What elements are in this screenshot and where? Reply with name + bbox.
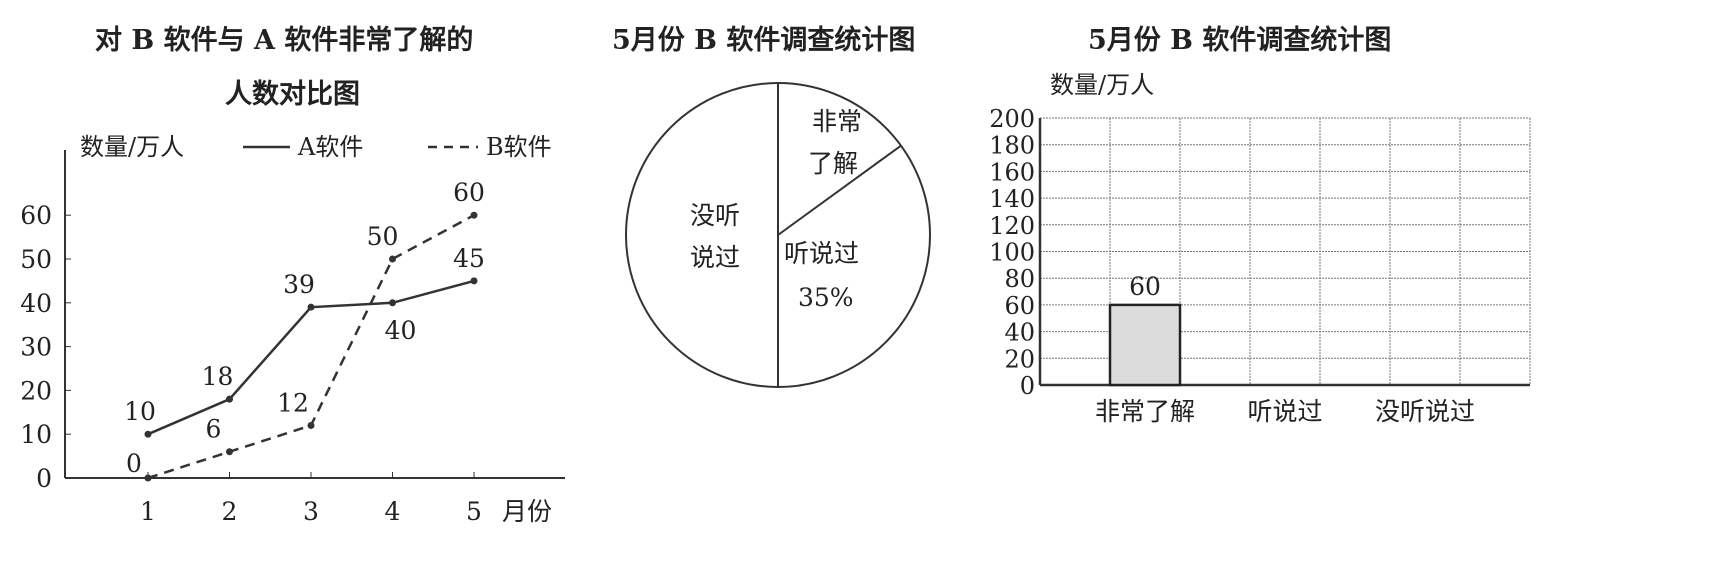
y-tick-label: 0 — [36, 464, 52, 493]
pie-slice-boundary — [777, 144, 902, 236]
y-tick-label: 30 — [20, 333, 52, 362]
y-axis-label: 数量/万人 — [80, 133, 184, 161]
bar-y-tick-label: 100 — [989, 239, 1035, 267]
bar-category-label: 没听说过 — [1375, 397, 1475, 426]
pie-label-never-heard-2: 说过 — [690, 243, 740, 272]
data-label: 45 — [453, 244, 485, 273]
line-series-b — [147, 214, 475, 480]
bar-y-tick-label: 40 — [1004, 319, 1035, 347]
legend-b-label: B软件 — [486, 133, 552, 161]
data-point — [307, 303, 315, 311]
bar-y-tick-label: 20 — [1004, 345, 1035, 373]
y-tick-label: 60 — [20, 201, 52, 230]
pie-label-very-familiar-2: 了解 — [808, 149, 858, 178]
bar-y-tick-label: 60 — [1004, 292, 1035, 320]
legend-a-label: A软件 — [297, 133, 363, 161]
x-tick-label: 1 — [140, 497, 156, 526]
bar-y-tick-label: 160 — [989, 158, 1035, 186]
bar-y-tick-label: 180 — [989, 132, 1035, 160]
pie-label-heard: 听说过 — [784, 239, 859, 268]
data-label: 6 — [206, 415, 222, 444]
y-tick-label: 10 — [20, 420, 52, 449]
data-point — [470, 211, 478, 219]
data-point — [389, 255, 396, 263]
bar-category-label: 非常了解 — [1095, 397, 1195, 426]
data-label: 10 — [124, 397, 156, 426]
data-label: 60 — [453, 178, 485, 207]
y-tick-label: 40 — [20, 289, 52, 318]
bar — [1108, 303, 1182, 387]
bar-y-tick-label: 200 — [989, 105, 1035, 133]
bar-category-label: 听说过 — [1247, 397, 1322, 426]
bar-y-tick-label: 120 — [989, 212, 1035, 240]
data-label: 18 — [202, 362, 234, 391]
x-tick-label: 4 — [385, 497, 401, 526]
data-label: 50 — [367, 222, 399, 251]
data-point — [307, 421, 315, 429]
bar-data-label: 60 — [1129, 272, 1161, 301]
data-point — [226, 448, 233, 456]
data-label: 12 — [277, 388, 309, 417]
pie-value-heard: 35% — [798, 283, 854, 312]
data-point — [226, 395, 233, 403]
bar-y-tick-label: 0 — [1020, 372, 1035, 400]
data-point — [144, 430, 152, 438]
bar-y-tick-label: 140 — [989, 185, 1035, 213]
data-label: 40 — [385, 316, 417, 345]
pie-label-never-heard: 没听 — [690, 201, 740, 230]
y-tick-label: 50 — [20, 245, 52, 274]
x-tick-label: 2 — [222, 497, 238, 526]
bar-y-tick-label: 80 — [1004, 265, 1035, 293]
pie-chart-title: 5月份 B 软件调查统计图 — [612, 25, 916, 56]
pie-label-very-familiar: 非常 — [812, 107, 862, 136]
line-chart-title-1: 对 B 软件与 A 软件非常了解的 — [95, 25, 474, 56]
line-chart-title-2: 人数对比图 — [225, 79, 360, 110]
bar-chart-title: 5月份 B 软件调查统计图 — [1088, 25, 1392, 56]
data-point — [389, 299, 396, 307]
x-tick-label: 3 — [303, 497, 319, 526]
data-label: 0 — [126, 449, 142, 478]
y-tick-label: 20 — [20, 376, 52, 405]
data-point — [470, 277, 478, 285]
x-axis-label: 月份 — [502, 497, 552, 526]
x-tick-label: 5 — [466, 497, 482, 526]
bar-y-axis-label: 数量/万人 — [1050, 71, 1154, 99]
data-label: 39 — [283, 270, 315, 299]
data-point — [144, 474, 152, 482]
